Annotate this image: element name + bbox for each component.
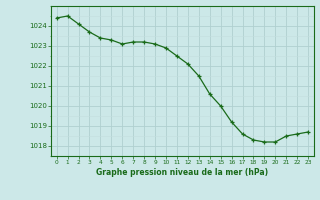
- X-axis label: Graphe pression niveau de la mer (hPa): Graphe pression niveau de la mer (hPa): [96, 168, 268, 177]
